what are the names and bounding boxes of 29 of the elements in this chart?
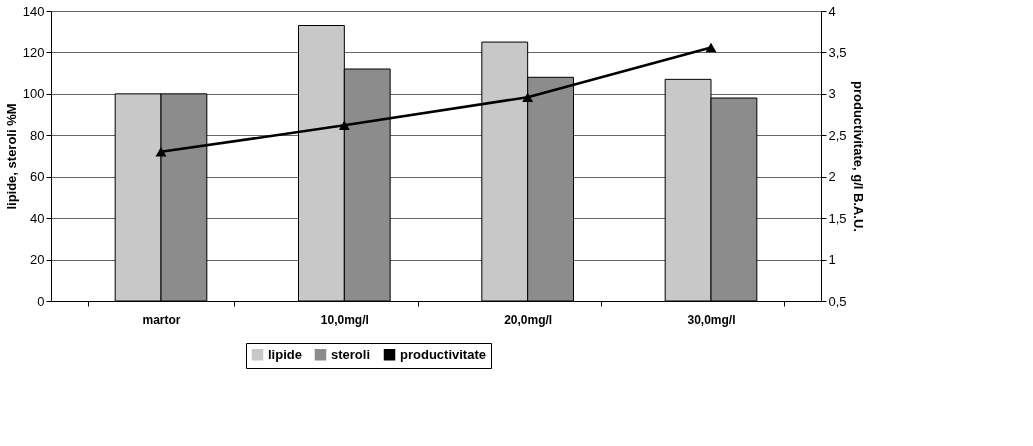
point [155, 147, 167, 157]
y-tick-label: 140 [22, 3, 45, 19]
x-tick-label: 20,0mg/l [504, 312, 553, 327]
y-axis-title: lipide, steroli %M [3, 103, 19, 210]
x-tick-label: martor [142, 312, 181, 327]
legend-label: lipide [268, 346, 302, 362]
y-tick-label: 20 [30, 252, 45, 268]
legend-label: steroli [331, 346, 371, 362]
y2-tick-label: 2 [828, 169, 836, 185]
y2-axis-title: productivitate, g/l B.A.U. [850, 81, 866, 232]
x-tick-label: 30,0mg/l [687, 312, 736, 327]
y-tick-label: 0 [37, 293, 45, 309]
y-tick-label: 120 [22, 44, 45, 60]
y2-tick-label: 3,5 [828, 44, 847, 60]
y-tick-label: 80 [30, 127, 45, 143]
y-tick-label: 100 [22, 86, 45, 102]
y2-tick-label: 1,5 [828, 210, 847, 226]
y2-tick-label: 0,5 [828, 293, 847, 309]
y2-tick-label: 1 [828, 252, 836, 268]
point [705, 42, 717, 53]
y2-tick-label: 3 [828, 86, 836, 102]
legend-label: productivitate [400, 346, 486, 362]
point [522, 92, 534, 102]
y2-tick-label: 4 [828, 3, 836, 19]
y-tick-label: 40 [30, 210, 45, 226]
point [338, 120, 350, 131]
y-tick-label: 60 [30, 169, 45, 185]
x-tick-label: 10,0mg/l [320, 312, 369, 327]
y2-tick-label: 2,5 [828, 127, 847, 143]
